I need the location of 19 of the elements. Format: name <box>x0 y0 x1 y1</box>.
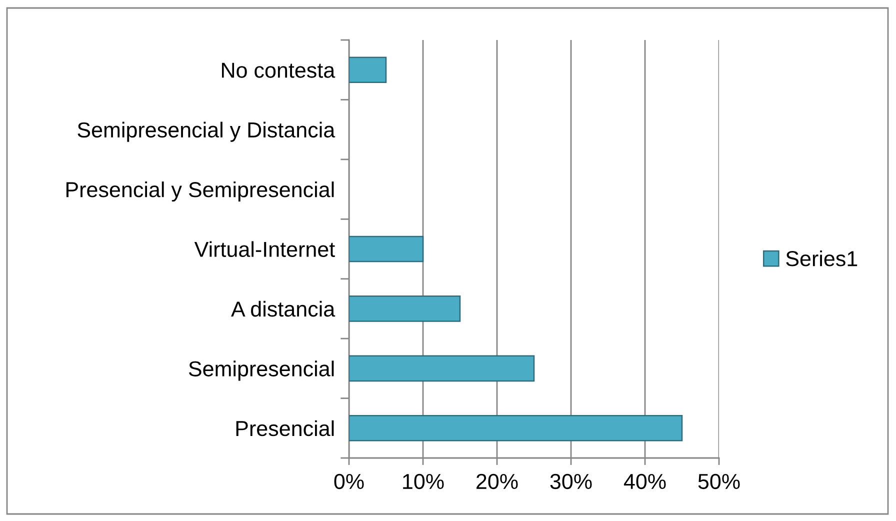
x-tick-label: 40% <box>624 474 666 490</box>
bar <box>349 355 535 382</box>
bar <box>349 56 387 84</box>
x-tick-label: 50% <box>698 474 740 490</box>
bar <box>349 296 461 322</box>
y-tick-label: Presencial y Semipresencial <box>66 181 334 202</box>
x-tick-label: 10% <box>403 474 444 490</box>
bar <box>349 236 424 262</box>
y-tick-label: Virtual-Internet <box>194 241 335 258</box>
x-tick-label: 0% <box>334 474 364 490</box>
x-tick-label: 20% <box>476 474 518 490</box>
y-tick-label: Presencial <box>236 420 334 436</box>
y-tick-label: No contesta <box>222 62 336 78</box>
bar <box>349 414 683 442</box>
y-tick-label: A distancia <box>231 300 336 317</box>
y-tick-label: Semipresencial <box>188 360 334 381</box>
x-tick-label: 30% <box>550 474 592 490</box>
legend-label: Series1 <box>786 250 858 266</box>
y-tick-label: Semipresencial y Distancia <box>78 122 336 142</box>
